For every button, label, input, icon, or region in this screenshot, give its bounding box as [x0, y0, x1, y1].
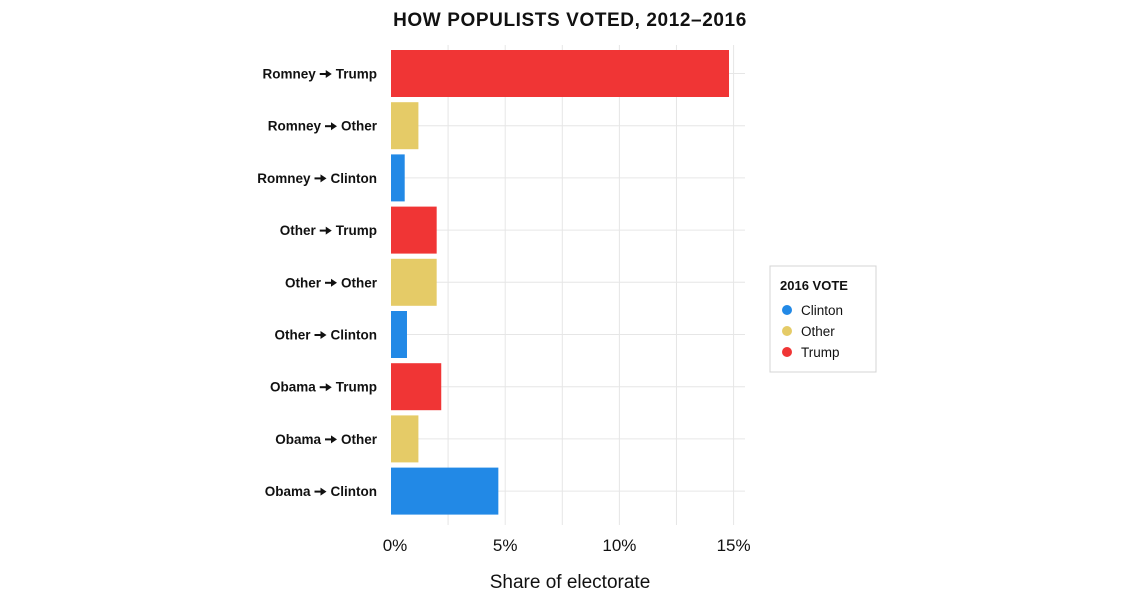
arrow-right-icon: [324, 122, 337, 131]
arrow-right-icon: [319, 383, 332, 392]
bar-other: [391, 415, 419, 463]
legend-label: Trump: [801, 345, 840, 360]
legend-marker: [782, 326, 792, 336]
category-label-to: Clinton: [331, 328, 378, 343]
bar-trump: [391, 363, 442, 411]
category-label: Clinton Obama: [265, 484, 377, 499]
category-label-from: Romney: [268, 119, 322, 134]
x-tick-label: 15%: [717, 536, 751, 555]
category-label: Other Other: [285, 275, 378, 290]
bar-clinton: [391, 311, 407, 358]
legend-label: Clinton: [801, 303, 843, 318]
category-labels: TrumpRomneyOtherRomneyClintonRomneyTrump…: [257, 67, 378, 500]
x-tick-labels: 0% 5% 10% 15%: [383, 536, 751, 555]
arrow-right-icon: [324, 278, 337, 287]
arrow-right-icon: [319, 226, 332, 235]
category-label-from: Romney: [257, 171, 311, 186]
legend-label: Other: [801, 324, 835, 339]
x-tick-label: 10%: [602, 536, 636, 555]
category-label-from: Other: [285, 275, 322, 290]
category-label-to: Trump: [336, 67, 377, 82]
category-label-to: Clinton: [331, 484, 378, 499]
legend: 2016 VOTE Clinton Other Trump: [769, 265, 877, 373]
legend-title: 2016 VOTE: [780, 278, 848, 293]
category-label-to: Other: [341, 119, 378, 134]
arrow-right-icon: [314, 331, 327, 339]
x-tick-label: 0%: [383, 536, 408, 555]
category-label: Trump Obama: [270, 380, 377, 395]
category-label-from: Obama: [275, 432, 321, 447]
chart-title: HOW POPULISTS VOTED, 2012–2016: [393, 10, 747, 31]
legend-marker: [782, 347, 792, 357]
bars: [391, 50, 730, 515]
legend-item: Other: [782, 324, 835, 339]
category-label: Trump Other: [280, 223, 377, 238]
bar-other: [391, 258, 437, 306]
legend-marker: [782, 305, 792, 315]
category-label-to: Other: [341, 432, 378, 447]
category-label: Clinton Romney: [257, 171, 377, 186]
bar-clinton: [391, 154, 405, 202]
grid: [391, 45, 745, 525]
category-label-from: Romney: [262, 67, 316, 82]
legend-item: Trump: [782, 345, 840, 360]
bar-trump: [391, 50, 730, 97]
bar-other: [391, 102, 419, 150]
category-label-to: Trump: [336, 223, 377, 238]
category-label-from: Other: [274, 328, 311, 343]
x-axis-title: Share of electorate: [490, 572, 651, 593]
category-label-from: Obama: [270, 380, 316, 395]
arrow-right-icon: [314, 487, 327, 496]
category-label-from: Other: [280, 223, 317, 238]
category-label: Other Romney: [268, 119, 378, 134]
category-label-to: Other: [341, 275, 378, 290]
category-label: Clinton Other: [274, 328, 377, 343]
arrow-right-icon: [314, 174, 327, 183]
bar-trump: [391, 206, 437, 254]
category-label-to: Trump: [336, 380, 377, 395]
category-label-to: Clinton: [331, 171, 378, 186]
category-label: Trump Romney: [262, 67, 377, 82]
arrow-right-icon: [319, 70, 332, 78]
category-label-from: Obama: [265, 484, 311, 499]
category-label: Other Obama: [275, 432, 378, 447]
x-tick-label: 5%: [493, 536, 518, 555]
arrow-right-icon: [324, 435, 337, 444]
legend-item: Clinton: [782, 303, 843, 318]
bar-clinton: [391, 467, 499, 515]
